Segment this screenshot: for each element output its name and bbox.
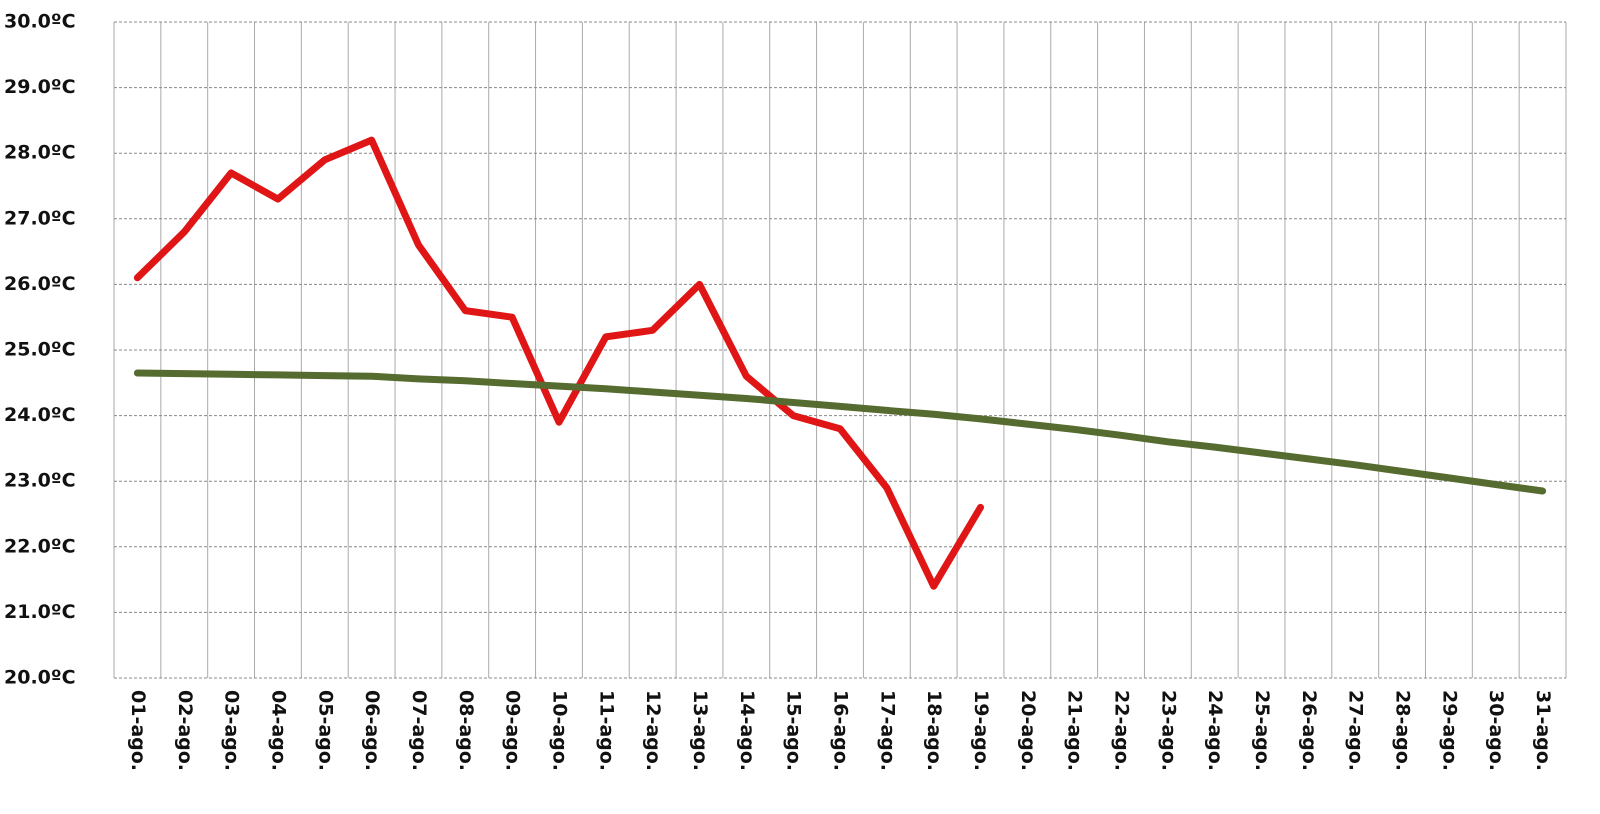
- y-tick-label: 28.0ºC: [4, 142, 76, 164]
- y-tick-label: 30.0ºC: [4, 11, 76, 33]
- x-tick-label: 15-ago.: [783, 690, 805, 771]
- x-tick-label: 11-ago.: [595, 690, 617, 771]
- x-tick-label: 27-ago.: [1345, 690, 1367, 771]
- series-line: [133, 136, 984, 590]
- y-tick-label: 22.0ºC: [4, 535, 76, 557]
- x-tick-label: 29-ago.: [1438, 690, 1460, 771]
- y-tick-label: 24.0ºC: [4, 404, 76, 426]
- x-tick-label: 21-ago.: [1064, 690, 1086, 771]
- x-tick-label: 18-ago.: [923, 690, 945, 771]
- x-tick-label: 13-ago.: [689, 690, 711, 771]
- y-tick-label: 25.0ºC: [4, 339, 76, 361]
- y-tick-label: 20.0ºC: [4, 667, 76, 689]
- x-tick-label: 12-ago.: [642, 690, 664, 771]
- y-tick-label: 26.0ºC: [4, 273, 76, 295]
- x-tick-label: 22-ago.: [1111, 690, 1133, 771]
- x-tick-label: 09-ago.: [502, 690, 524, 771]
- x-tick-label: 30-ago.: [1485, 690, 1507, 771]
- x-tick-label: 05-ago.: [314, 690, 336, 771]
- x-tick-label: 06-ago.: [361, 690, 383, 771]
- x-tick-label: 10-ago.: [548, 690, 570, 771]
- x-tick-label: 08-ago.: [455, 690, 477, 771]
- x-tick-label: 20-ago.: [1017, 690, 1039, 771]
- x-tick-label: 25-ago.: [1251, 690, 1273, 771]
- x-tick-label: 19-ago.: [970, 690, 992, 771]
- x-tick-label: 07-ago.: [408, 690, 430, 771]
- series-line: [133, 369, 1547, 495]
- x-tick-label: 03-ago.: [221, 690, 243, 771]
- y-tick-label: 23.0ºC: [4, 470, 76, 492]
- x-tick-label: 24-ago.: [1204, 690, 1226, 771]
- x-tick-label: 28-ago.: [1392, 690, 1414, 771]
- x-tick-label: 31-ago.: [1532, 690, 1554, 771]
- x-tick-label: 16-ago.: [830, 690, 852, 771]
- x-tick-label: 17-ago.: [876, 690, 898, 771]
- y-tick-label: 21.0ºC: [4, 601, 76, 623]
- x-tick-label: 14-ago.: [736, 690, 758, 771]
- x-tick-label: 23-ago.: [1157, 690, 1179, 771]
- y-tick-label: 29.0ºC: [4, 76, 76, 98]
- y-tick-label: 27.0ºC: [4, 207, 76, 229]
- x-tick-label: 02-ago.: [174, 690, 196, 771]
- x-tick-label: 01-ago.: [127, 690, 149, 771]
- x-tick-label: 04-ago.: [267, 690, 289, 771]
- x-tick-label: 26-ago.: [1298, 690, 1320, 771]
